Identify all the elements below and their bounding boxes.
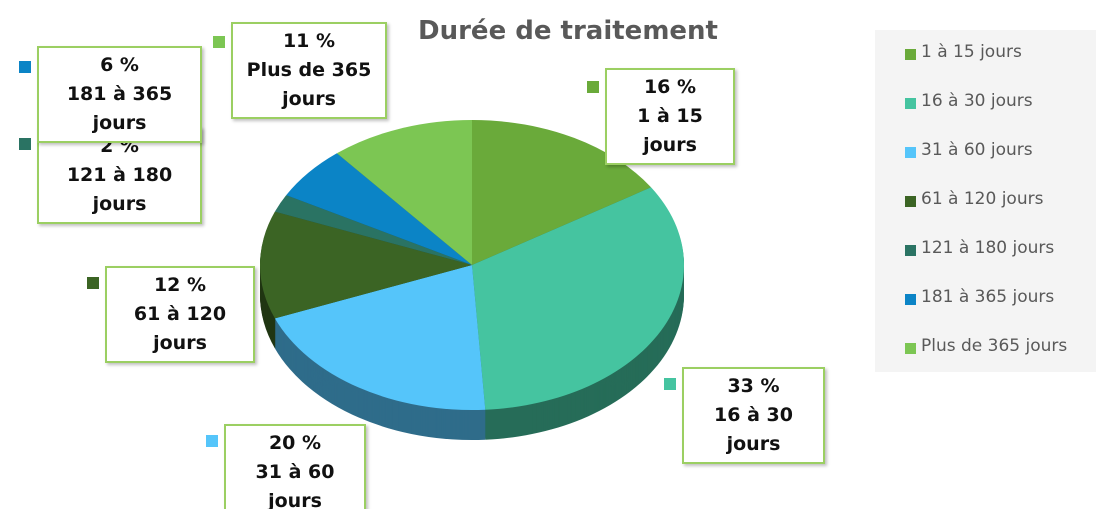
pie-slice [274, 195, 472, 265]
legend-label: 181 à 365 jours [921, 287, 1055, 307]
legend-marker [905, 343, 916, 354]
data-label: 20 % 31 à 60 jours [224, 424, 366, 509]
pie-slice [260, 211, 472, 319]
data-label-value: 12 % [153, 274, 207, 296]
data-label-category: Plus de 365 jours [246, 59, 372, 110]
legend-marker [905, 98, 916, 109]
label-marker [87, 277, 99, 289]
legend-label: 61 à 120 jours [921, 189, 1044, 209]
data-label-category: 31 à 60 jours [255, 461, 335, 509]
legend-label: 121 à 180 jours [921, 238, 1055, 258]
label-marker [19, 138, 31, 150]
legend-marker [905, 147, 916, 158]
pie-slice [274, 265, 486, 410]
data-label-value: 6 % [100, 54, 139, 76]
data-label: 2 % 121 à 180 jours [37, 127, 202, 224]
label-marker [587, 81, 599, 93]
legend-label: 31 à 60 jours [921, 140, 1033, 160]
data-label: 6 % 181 à 365 jours [37, 46, 202, 143]
legend-marker [905, 294, 916, 305]
legend-label: 16 à 30 jours [921, 91, 1033, 111]
chart-title: Durée de traitement [418, 16, 718, 46]
data-label: 33 % 16 à 30 jours [682, 367, 825, 464]
legend-label: Plus de 365 jours [921, 336, 1068, 356]
data-label-value: 11 % [282, 30, 336, 52]
data-label-category: 61 à 120 jours [133, 303, 227, 354]
data-label-category: 1 à 15 jours [637, 105, 703, 156]
legend-marker [905, 196, 916, 207]
legend-marker [905, 245, 916, 256]
legend: 1 à 15 jours 16 à 30 jours 31 à 60 jours 61… [875, 30, 1096, 372]
label-marker [206, 435, 218, 447]
legend-marker [905, 49, 916, 60]
pie-slice [472, 187, 684, 410]
data-label: 12 % 61 à 120 jours [105, 266, 255, 363]
label-marker [213, 36, 225, 48]
data-label-category: 181 à 365 jours [66, 83, 173, 134]
data-label-value: 20 % [268, 432, 322, 454]
label-marker [19, 61, 31, 73]
data-label: 11 % Plus de 365 jours [231, 22, 387, 119]
label-marker [664, 378, 676, 390]
data-label-category: 121 à 180 jours [66, 164, 173, 215]
data-label: 16 % 1 à 15 jours [605, 68, 735, 165]
data-label-value: 16 % [643, 76, 697, 98]
legend-label: 1 à 15 jours [921, 42, 1022, 62]
data-label-value: 33 % [727, 375, 780, 397]
pie-slice [286, 153, 472, 265]
pie-slice [336, 120, 472, 265]
data-label-category: 16 à 30 jours [714, 404, 793, 455]
